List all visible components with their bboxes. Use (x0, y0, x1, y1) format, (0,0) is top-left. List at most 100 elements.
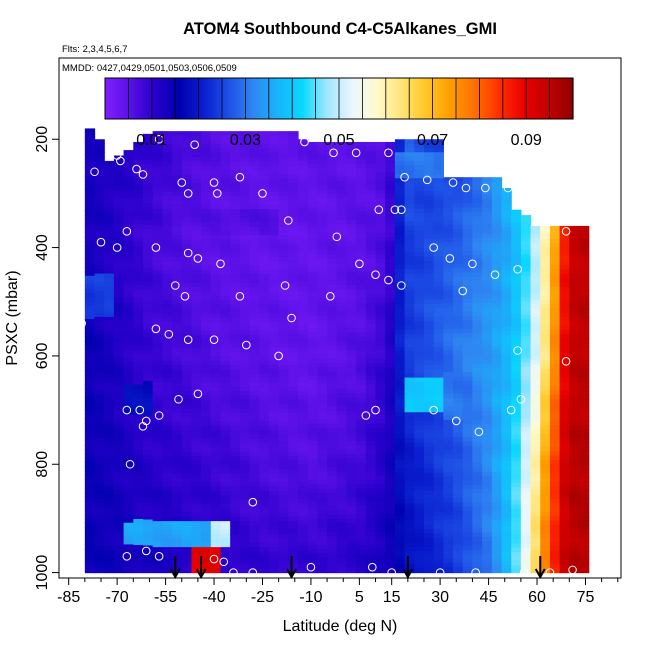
heat-cell (414, 338, 425, 344)
heat-cell (278, 226, 289, 232)
heat-cell (201, 456, 212, 462)
heat-cell (569, 420, 580, 426)
heat-cell (443, 541, 454, 547)
heat-cell (113, 545, 125, 551)
heat-cell (520, 379, 532, 385)
heat-cell (569, 403, 580, 409)
heat-cell (327, 423, 338, 429)
heat-cell (181, 131, 193, 137)
heat-cell (181, 282, 193, 288)
heat-cell (94, 312, 105, 318)
heat-cell (453, 250, 464, 256)
heat-cell (249, 564, 260, 570)
heat-cell (123, 475, 134, 481)
heat-cell (414, 368, 425, 374)
heat-cell (365, 514, 377, 520)
heat-cell (491, 298, 503, 304)
heat-cell (94, 217, 105, 223)
heat-cell (113, 185, 125, 191)
heat-cell (249, 161, 260, 167)
heat-cell (113, 454, 125, 460)
heat-cell (569, 390, 580, 396)
heat-cell (530, 529, 541, 535)
heat-cell (307, 280, 318, 286)
heat-cell (394, 143, 406, 149)
heat-cell (356, 315, 367, 321)
heat-cell (210, 404, 222, 410)
heat-cell (569, 412, 580, 418)
heat-cell (94, 529, 105, 535)
heat-cell (336, 566, 348, 572)
heat-cell (433, 212, 444, 218)
heat-cell (414, 472, 425, 478)
heat-cell (84, 379, 96, 385)
heat-cell (307, 167, 318, 173)
heat-cell (162, 226, 173, 232)
heat-cell (414, 143, 425, 149)
heat-cell (191, 521, 202, 527)
heat-cell (540, 412, 551, 418)
heat-cell (501, 261, 512, 267)
heat-cell (162, 490, 173, 496)
heat-cell (152, 499, 163, 505)
heat-cell (375, 163, 386, 169)
heat-cell (462, 216, 474, 222)
heat-cell (162, 135, 173, 141)
heat-cell (123, 306, 134, 312)
heat-cell (433, 173, 444, 179)
heat-cell (210, 443, 222, 449)
heat-cell (511, 370, 522, 375)
heat-cell (152, 239, 163, 245)
heat-cell (394, 243, 406, 249)
heat-cell (365, 180, 377, 186)
heat-cell (142, 263, 154, 269)
heat-cell (181, 473, 193, 479)
heat-cell (249, 386, 260, 392)
heat-cell (482, 237, 493, 243)
heat-cell (336, 163, 348, 169)
heat-cell (356, 549, 367, 555)
heat-cell (268, 261, 280, 267)
heat-cell (540, 225, 551, 231)
heat-cell (385, 492, 396, 498)
heat-cell (298, 516, 309, 522)
heat-cell (104, 433, 115, 439)
heat-cell (288, 287, 299, 293)
heat-cell (288, 291, 299, 297)
heat-cell (443, 285, 454, 291)
heat-cell (540, 537, 551, 543)
heat-cell (94, 377, 105, 383)
heat-cell (230, 399, 241, 405)
heat-cell (317, 518, 328, 524)
heat-cell (511, 435, 522, 440)
heat-cell (453, 224, 464, 230)
heat-cell (288, 352, 299, 358)
heat-cell (239, 512, 251, 518)
heat-cell (491, 549, 503, 555)
heat-cell (414, 425, 425, 431)
heat-cell (433, 152, 444, 158)
heat-cell (482, 445, 493, 451)
heat-cell (453, 216, 464, 222)
heat-cell (433, 485, 444, 491)
heat-cell (559, 329, 570, 335)
heat-cell (404, 381, 415, 387)
heat-cell (394, 524, 406, 530)
heat-cell (356, 484, 367, 490)
heat-cell (181, 495, 193, 501)
heat-cell (346, 237, 357, 243)
heat-cell (288, 222, 299, 228)
heat-cell (453, 237, 464, 243)
heat-cell (201, 269, 212, 275)
heat-cell (191, 408, 202, 414)
heat-cell (356, 319, 367, 325)
heat-cell (181, 239, 193, 245)
heat-cell (579, 490, 590, 496)
heat-cell (94, 477, 105, 483)
heat-cell (394, 381, 406, 387)
heat-cell (123, 319, 134, 325)
heat-cell (404, 416, 415, 422)
heat-cell (530, 451, 541, 457)
heat-cell (142, 333, 154, 339)
heat-cell (259, 343, 270, 349)
